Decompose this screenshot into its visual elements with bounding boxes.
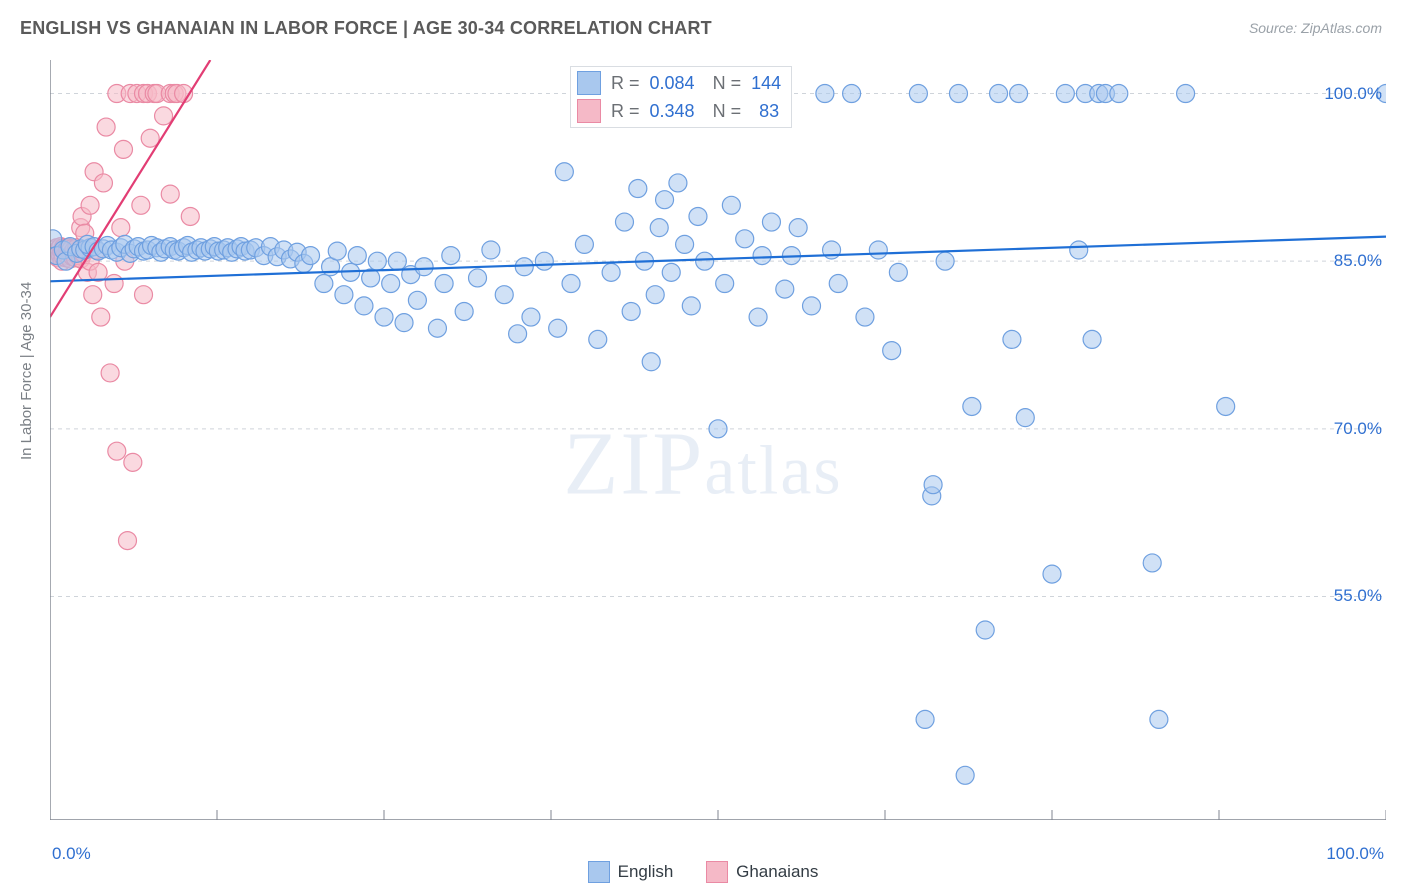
legend-swatch-english <box>577 71 601 95</box>
y-tick-label: 70.0% <box>1334 419 1382 439</box>
chart-title: ENGLISH VS GHANAIAN IN LABOR FORCE | AGE… <box>20 18 712 39</box>
legend-info-box: R = 0.084 N = 144 R = 0.348 N = 83 <box>570 66 792 128</box>
n-value-english: 144 <box>751 73 781 94</box>
r-label: R = <box>611 73 640 94</box>
r-value-english: 0.084 <box>650 73 695 94</box>
n-label: N = <box>713 73 742 94</box>
legend-swatch-ghanaians <box>577 99 601 123</box>
legend-item-english: English <box>588 861 674 883</box>
r-value-ghanaians: 0.348 <box>650 101 695 122</box>
n-value-ghanaians: 83 <box>759 101 779 122</box>
r-label: R = <box>611 101 640 122</box>
legend-row-english: R = 0.084 N = 144 <box>577 69 781 97</box>
y-tick-label: 85.0% <box>1334 251 1382 271</box>
scatter-plot <box>50 60 1386 820</box>
y-axis-label: In Labor Force | Age 30-34 <box>18 282 35 460</box>
legend-label-ghanaians: Ghanaians <box>736 862 818 882</box>
y-tick-label: 100.0% <box>1324 84 1382 104</box>
legend-row-ghanaians: R = 0.348 N = 83 <box>577 97 781 125</box>
legend-swatch-ghanaians-bottom <box>706 861 728 883</box>
n-label: N = <box>713 101 742 122</box>
y-tick-label: 55.0% <box>1334 586 1382 606</box>
legend-swatch-english-bottom <box>588 861 610 883</box>
legend-label-english: English <box>618 862 674 882</box>
legend-item-ghanaians: Ghanaians <box>706 861 818 883</box>
legend-bottom: English Ghanaians <box>0 861 1406 888</box>
source-attribution: Source: ZipAtlas.com <box>1249 20 1382 36</box>
